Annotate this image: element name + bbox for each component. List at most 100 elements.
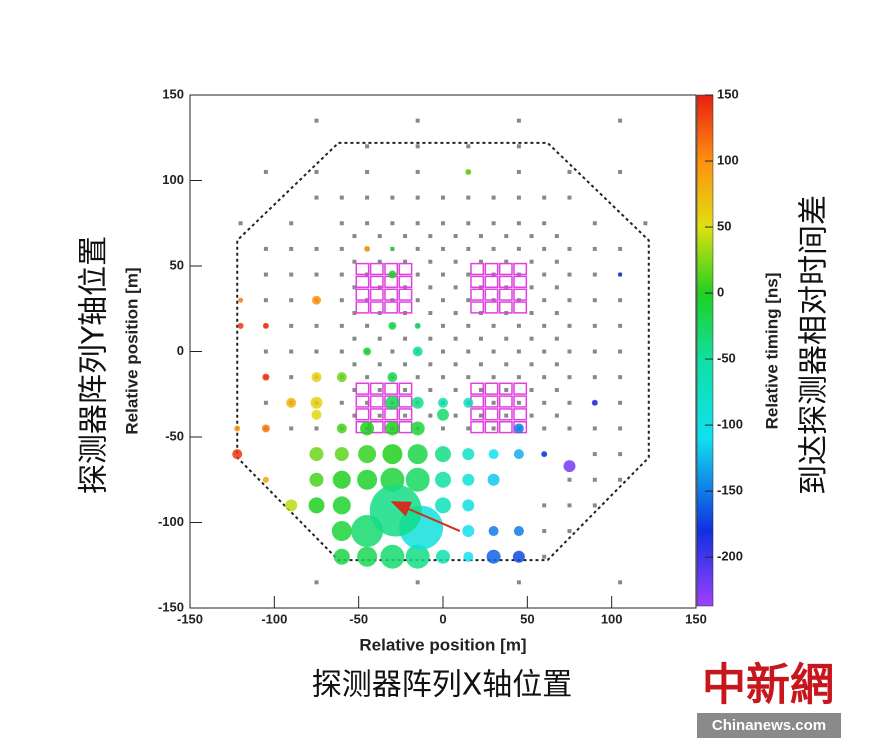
highlight-cell (498, 275, 513, 288)
inactive-detector (466, 221, 471, 226)
highlight-cell (498, 395, 513, 408)
highlight-cell (513, 395, 528, 408)
inactive-detector (618, 323, 623, 328)
detector-hit (262, 373, 270, 381)
inactive-detector (428, 387, 433, 392)
colorbar-title: Relative timing [ns] (762, 273, 781, 430)
inactive-detector (542, 221, 547, 226)
detector-hit (390, 246, 395, 251)
highlight-cell (355, 275, 370, 288)
inactive-detector (238, 221, 243, 226)
detector-hit (412, 346, 423, 357)
colorbar-tick-label: 0 (717, 284, 724, 299)
detector-hit (405, 544, 430, 569)
detector-hit (308, 497, 325, 514)
inactive-detector (428, 336, 433, 341)
inactive-detector (289, 323, 294, 328)
inactive-detector (516, 375, 521, 380)
highlight-cell (369, 301, 384, 314)
detector-hit (411, 396, 424, 409)
inactive-detector (567, 272, 572, 277)
inactive-detector (339, 323, 344, 328)
inactive-detector (441, 246, 445, 251)
inactive-detector (314, 118, 319, 123)
arrow (390, 501, 461, 532)
detector-hit (311, 372, 322, 383)
inactive-detector (314, 246, 319, 251)
plot-area: -150 -100 -50 0 50 100 150 -150 -100 -50 0 50 100 150 (158, 86, 707, 626)
detector-hit (360, 421, 375, 436)
inactive-detector (453, 387, 458, 392)
inactive-detector (618, 477, 623, 482)
inactive-detector (478, 336, 483, 341)
inactive-detector (567, 400, 572, 405)
detector-hit (310, 396, 323, 409)
inactive-detector (529, 259, 534, 264)
inactive-detector (441, 349, 445, 354)
inactive-detector (314, 426, 319, 431)
inactive-detector (289, 272, 294, 277)
inactive-detector (567, 426, 572, 431)
watermark-box (697, 713, 841, 738)
detector-hit (513, 526, 524, 537)
detector-hit (414, 322, 421, 329)
inactive-detector (428, 311, 433, 316)
inactive-detector (516, 144, 521, 149)
detector-hit (309, 447, 324, 462)
inactive-detector (441, 426, 445, 431)
y-axis-title: Relative position [m] (122, 267, 141, 434)
inactive-detector (618, 169, 623, 174)
inactive-detector (339, 195, 344, 200)
inactive-detector (529, 387, 534, 392)
inactive-detector (415, 118, 420, 123)
inactive-detector (516, 580, 521, 585)
inactive-detector (263, 272, 268, 277)
inactive-detector (618, 246, 623, 251)
detector-hit (387, 372, 398, 383)
detector-hit (380, 544, 405, 569)
highlight-cell (355, 262, 370, 276)
inactive-detector (592, 503, 597, 508)
inactive-detector (478, 234, 483, 239)
inactive-detector (415, 375, 420, 380)
y-tick-label: 150 (162, 86, 184, 101)
inactive-detector (542, 400, 547, 405)
inactive-detector (339, 272, 344, 277)
x-tick-label: 50 (520, 611, 534, 626)
inactive-detector (466, 195, 471, 200)
inactive-detector (567, 246, 572, 251)
x-tick-label: -50 (349, 611, 368, 626)
inactive-detector (567, 169, 572, 174)
inactive-detector (567, 503, 572, 508)
inactive-detector (567, 298, 572, 303)
colorbar-tick-label: 100 (717, 152, 739, 167)
highlight-cell (355, 395, 370, 408)
highlight-cell (398, 408, 413, 421)
highlight-cell (484, 421, 499, 434)
detector-hit (435, 446, 451, 463)
highlight-cell (369, 275, 384, 288)
inactive-detector (415, 169, 420, 174)
watermark: 中新網 (702, 660, 834, 711)
inactive-detector (466, 272, 471, 277)
inactive-detector (289, 246, 294, 251)
inactive-detector (504, 413, 509, 418)
detector-hit (405, 467, 430, 492)
inactive-detector (403, 362, 408, 367)
inactive-detector (289, 221, 294, 226)
x-axis-title: Relative position [m] (359, 635, 526, 654)
highlight-cell (484, 382, 499, 395)
inactive-detector (339, 349, 344, 354)
inactive-detector (377, 413, 382, 418)
highlight-cell (484, 301, 499, 314)
detector-hit (410, 421, 425, 436)
detector-hit (563, 460, 576, 473)
inactive-detector (441, 195, 445, 200)
inactive-detector (263, 400, 268, 405)
highlight-cell (369, 288, 384, 301)
inactive-detector (516, 323, 521, 328)
inactive-detector (491, 400, 496, 405)
detector-hit (336, 372, 347, 383)
